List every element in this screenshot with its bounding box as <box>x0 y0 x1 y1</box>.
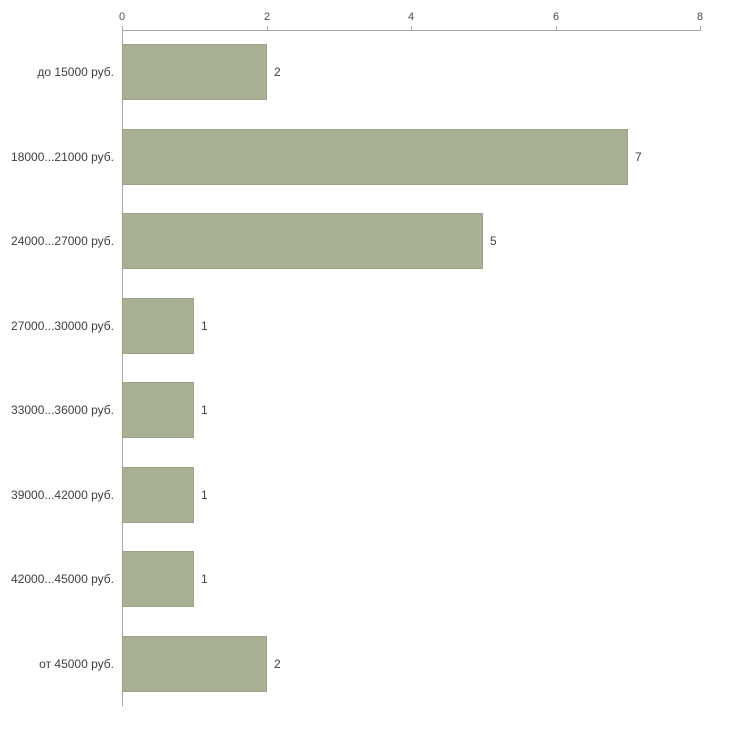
category-label: 42000...45000 руб. <box>11 572 114 587</box>
category-label: до 15000 руб. <box>37 65 114 80</box>
x-axis-tick <box>700 26 701 31</box>
category-label: 18000...21000 руб. <box>11 149 114 164</box>
x-axis-tick <box>122 26 123 31</box>
x-axis-tick-label: 2 <box>263 11 271 23</box>
bar <box>122 213 483 270</box>
value-label: 5 <box>490 234 497 249</box>
value-label: 2 <box>274 65 281 80</box>
bar <box>122 44 267 101</box>
x-axis: 0 2 4 6 8 <box>119 11 703 31</box>
y-axis <box>122 30 123 706</box>
value-label: 7 <box>635 149 642 164</box>
value-label: 1 <box>201 487 208 502</box>
chart-row: 27000...30000 руб. 1 <box>0 284 730 369</box>
category-label: 24000...27000 руб. <box>11 234 114 249</box>
category-label: 27000...30000 руб. <box>11 318 114 333</box>
bar <box>122 128 628 185</box>
bar <box>122 635 267 692</box>
x-axis-tick <box>411 26 412 31</box>
value-label: 1 <box>201 318 208 333</box>
bar <box>122 466 194 523</box>
x-axis-tick-label: 8 <box>696 11 704 23</box>
bar <box>122 551 194 608</box>
bar <box>122 382 194 439</box>
category-label: от 45000 руб. <box>39 656 114 671</box>
category-label: 39000...42000 руб. <box>11 487 114 502</box>
value-label: 1 <box>201 403 208 418</box>
bar <box>122 297 194 354</box>
x-axis-tick <box>267 26 268 31</box>
chart-row: 33000...36000 руб. 1 <box>0 368 730 453</box>
chart-row: 18000...21000 руб. 7 <box>0 115 730 200</box>
chart-row: 39000...42000 руб. 1 <box>0 453 730 538</box>
chart-row: 42000...45000 руб. 1 <box>0 537 730 622</box>
x-axis-tick-label: 0 <box>118 11 126 23</box>
chart-row: 24000...27000 руб. 5 <box>0 199 730 284</box>
category-label: 33000...36000 руб. <box>11 403 114 418</box>
x-axis-tick-label: 4 <box>407 11 415 23</box>
chart-rows: до 15000 руб. 2 18000...21000 руб. 7 24000..… <box>0 30 730 706</box>
x-axis-tick-label: 6 <box>552 11 560 23</box>
chart-row: от 45000 руб. 2 <box>0 622 730 707</box>
plot-area: 0 2 4 6 8 до 15000 руб. 2 18000...21000 руб. 7 2… <box>0 11 730 706</box>
chart-row: до 15000 руб. 2 <box>0 30 730 115</box>
value-label: 1 <box>201 572 208 587</box>
x-axis-tick <box>556 26 557 31</box>
value-label: 2 <box>274 656 281 671</box>
